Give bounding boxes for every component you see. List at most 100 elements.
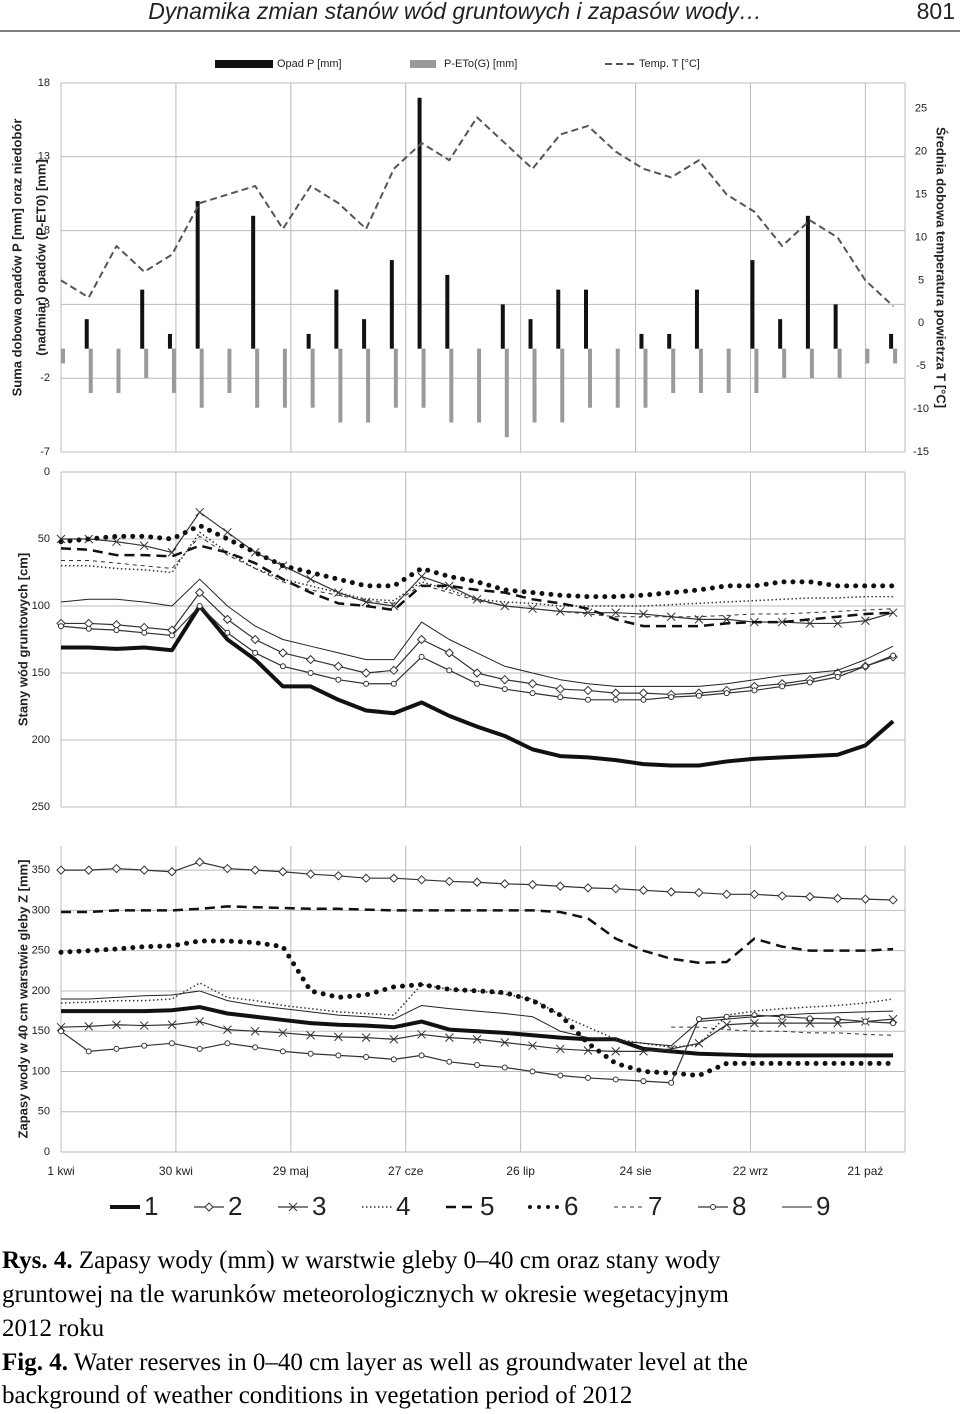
y-tick-label: 50 (38, 533, 50, 545)
series-line (61, 511, 894, 625)
marker-circle (418, 653, 425, 660)
caption-label: Fig. 4. (2, 1349, 68, 1376)
marker-diamond (611, 688, 621, 698)
marker-circle (529, 1068, 536, 1075)
y-tick-label: 8 (44, 225, 50, 237)
bar (417, 97, 422, 349)
bar (195, 201, 200, 349)
bar (837, 348, 842, 379)
marker-x (417, 572, 426, 581)
marker-x (56, 534, 66, 544)
caption-line-pl: 2012 roku (2, 1315, 105, 1342)
caption-line-en: background of weather conditions in vege… (2, 1382, 632, 1409)
marker-circle (501, 686, 508, 693)
bar (615, 348, 620, 408)
legend-marker (204, 1202, 214, 1212)
bar (556, 289, 561, 349)
marker-diamond (111, 863, 122, 874)
series-line (60, 982, 894, 1049)
marker-x (722, 1020, 732, 1030)
bar (667, 333, 672, 349)
series-line (60, 116, 894, 307)
marker-circle (557, 1072, 564, 1079)
marker-x (472, 1034, 482, 1044)
caption-line-pl: Rys. 4. Zapasy wody (mm) w warstwie gleb… (2, 1247, 721, 1274)
y2-tick-label: -15 (913, 446, 929, 458)
bar (694, 289, 699, 349)
legend-label: 6 (564, 1191, 578, 1221)
marker-circle (168, 1040, 175, 1047)
marker-diamond (638, 885, 649, 895)
bar (865, 348, 870, 364)
marker-x (306, 574, 315, 584)
marker-diamond (361, 873, 371, 883)
marker-x (861, 616, 870, 626)
marker-circle (85, 1048, 92, 1055)
caption-line-en: Fig. 4. Water reserves in 0–40 cm layer … (2, 1349, 748, 1376)
marker-diamond (472, 877, 482, 887)
bar (805, 215, 810, 349)
marker-x (195, 507, 205, 517)
marker-diamond (167, 867, 177, 877)
marker-diamond (721, 889, 732, 900)
marker-diamond (389, 665, 399, 676)
marker-diamond (666, 887, 676, 897)
marker-circle (224, 1040, 231, 1047)
y-axis-label: Suma dobowa opadów P [mm] oraz niedobór (9, 119, 24, 397)
marker-circle (779, 683, 786, 690)
x-tick-label: 1 kwi (47, 1164, 74, 1178)
legend-label: 1 (144, 1191, 158, 1221)
x-tick-label: 24 sie (620, 1164, 652, 1178)
marker-diamond (777, 891, 787, 901)
marker-diamond (333, 661, 344, 672)
series-line (58, 523, 896, 600)
marker-diamond (250, 634, 260, 645)
legend-label: 5 (480, 1191, 494, 1221)
marker-diamond (278, 867, 288, 877)
marker-circle (252, 649, 259, 656)
bar (504, 348, 509, 438)
y-tick-label: 18 (38, 77, 50, 89)
bar (726, 348, 731, 393)
marker-circle (58, 1028, 64, 1035)
marker-diamond (222, 863, 233, 874)
running-title: Dynamika zmian stanów wód gruntowych i z… (148, 0, 762, 24)
marker-x (112, 1020, 121, 1030)
marker-circle (834, 674, 841, 681)
marker-circle (113, 627, 120, 634)
marker-circle (501, 1064, 508, 1071)
marker-x (639, 1046, 648, 1056)
bar (61, 348, 65, 364)
marker-circle (723, 690, 730, 697)
bar (445, 274, 450, 349)
marker-diamond (694, 887, 704, 898)
marker-x (139, 1021, 149, 1030)
y-tick-label: 0 (44, 1146, 50, 1158)
y-tick-label: 13 (38, 151, 50, 163)
marker-x (528, 604, 537, 614)
bar (584, 289, 589, 349)
caption-line-pl: gruntowej na tle warunków meteorologiczn… (2, 1281, 729, 1308)
bar (893, 348, 898, 364)
marker-x (223, 527, 232, 537)
marker-circle (862, 1018, 869, 1025)
y-tick-label: 200 (32, 734, 50, 746)
marker-diamond (832, 893, 843, 904)
bar (84, 319, 89, 349)
marker-circle (363, 680, 370, 687)
marker-circle (418, 1052, 425, 1059)
series-line (61, 531, 894, 607)
bar (778, 319, 783, 349)
marker-x (417, 1030, 426, 1039)
y-tick-label: 250 (32, 801, 50, 813)
y-tick-label: 100 (32, 600, 50, 612)
marker-x (611, 1046, 621, 1056)
marker-x (528, 1041, 537, 1051)
marker-circle (363, 1053, 370, 1060)
marker-diamond (444, 876, 455, 887)
caption-label: Rys. 4. (2, 1247, 73, 1274)
series-line (61, 535, 894, 618)
marker-circle (85, 625, 92, 632)
marker-diamond (555, 684, 565, 694)
marker-circle (585, 696, 592, 703)
